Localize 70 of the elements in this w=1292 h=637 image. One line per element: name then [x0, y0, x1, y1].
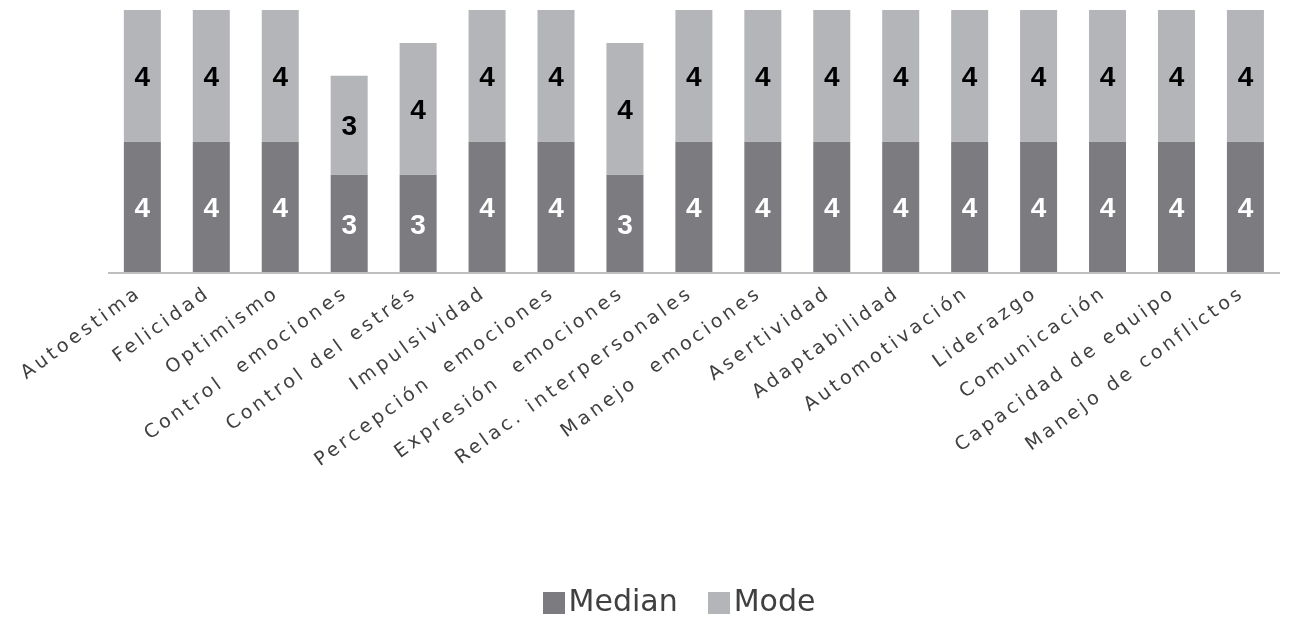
bar [951, 10, 989, 142]
bar [192, 141, 230, 273]
bar [468, 10, 506, 142]
data-label: 4 [1237, 60, 1254, 92]
bar [1020, 141, 1058, 273]
bar [606, 42, 644, 175]
bar [606, 174, 644, 273]
data-label: 3 [617, 208, 633, 240]
data-label: 4 [1099, 60, 1116, 92]
data-label: 4 [823, 192, 840, 224]
bar [951, 141, 989, 273]
data-label: 4 [1099, 192, 1116, 224]
data-label: 4 [410, 93, 427, 125]
bar [261, 141, 299, 273]
data-label: 4 [1030, 60, 1047, 92]
bar [123, 141, 161, 273]
data-label: 4 [686, 192, 703, 224]
data-label: 4 [479, 60, 496, 92]
legend-label: Mode [733, 583, 816, 618]
bar [1157, 10, 1195, 142]
data-label: 4 [617, 93, 634, 125]
bar [744, 141, 782, 273]
bar [399, 174, 437, 273]
bar [744, 10, 782, 142]
data-label: 4 [548, 60, 565, 92]
data-label: 4 [1168, 60, 1185, 92]
legend-label: Median [568, 583, 678, 618]
bar [192, 10, 230, 142]
bar [537, 141, 575, 273]
bar [330, 75, 368, 175]
data-label: 4 [1168, 192, 1185, 224]
bar [1020, 10, 1058, 142]
data-label: 3 [341, 110, 357, 141]
bar [123, 10, 161, 142]
data-label: 4 [479, 192, 496, 224]
bar [537, 10, 575, 142]
bar [675, 141, 713, 273]
data-label: 4 [548, 192, 565, 224]
bar [813, 10, 851, 142]
data-label: 4 [272, 60, 289, 92]
data-label: 4 [203, 192, 220, 224]
bar [1089, 141, 1127, 273]
bar [1089, 10, 1127, 142]
data-label: 4 [755, 192, 772, 224]
bar [1157, 141, 1195, 273]
data-label: 4 [686, 60, 703, 92]
data-label: 3 [341, 208, 357, 240]
bar [675, 10, 713, 142]
data-label: 4 [892, 192, 909, 224]
data-label: 4 [1237, 192, 1254, 224]
data-label: 3 [410, 208, 426, 240]
data-label: 4 [961, 192, 978, 224]
data-label: 4 [134, 60, 151, 92]
data-label: 4 [1030, 192, 1047, 224]
data-label: 4 [272, 192, 289, 224]
bar [468, 141, 506, 273]
bar [330, 174, 368, 273]
data-label: 4 [961, 60, 978, 92]
data-label: 4 [892, 60, 909, 92]
data-label: 4 [755, 60, 772, 92]
bar [1226, 10, 1264, 142]
bar [813, 141, 851, 273]
data-label: 4 [823, 60, 840, 92]
bar [1226, 141, 1264, 273]
data-label: 4 [134, 192, 151, 224]
bar [399, 42, 437, 175]
bar [261, 10, 299, 142]
data-label: 4 [203, 60, 220, 92]
bar [882, 10, 920, 142]
bar [882, 141, 920, 273]
